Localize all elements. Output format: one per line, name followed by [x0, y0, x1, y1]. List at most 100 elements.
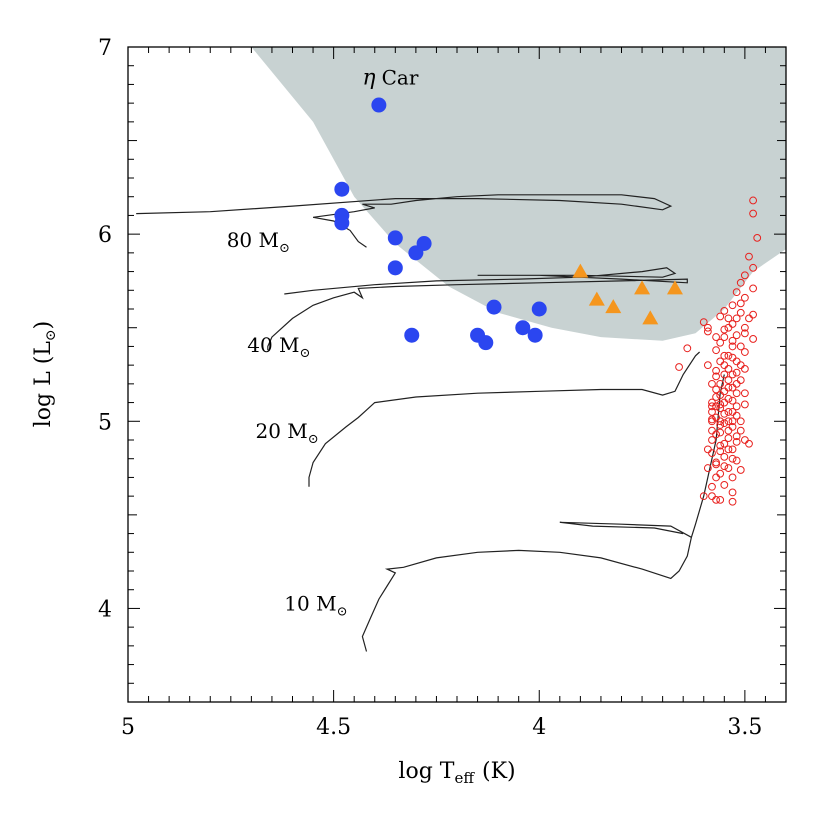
red-open-circle-point — [712, 495, 720, 504]
red-open-circle-point — [724, 434, 733, 443]
red-open-circle-point — [740, 389, 749, 398]
orange-triangle-point — [642, 310, 659, 325]
red-open-circle-point — [728, 473, 737, 482]
red-open-circle-point — [720, 333, 729, 341]
orange-triangle-point — [605, 299, 622, 314]
blue-circle-point — [408, 245, 424, 261]
x-tick-label: 5 — [121, 715, 135, 740]
red-open-circle-point — [703, 361, 712, 370]
x-tick-label: 3.5 — [727, 715, 762, 740]
orange-triangle-point — [572, 263, 589, 278]
red-open-circle-point — [716, 441, 725, 450]
red-open-circle-point — [732, 368, 741, 377]
red-open-circle-point — [740, 348, 749, 356]
red-open-circle-point — [736, 342, 745, 351]
x-tick-label: 4.5 — [316, 715, 351, 740]
red-open-circle-point — [749, 209, 757, 218]
red-open-circle-point — [724, 394, 733, 403]
red-open-circle-point — [708, 408, 716, 416]
track-mass-label: 80 M⊙ — [227, 228, 290, 256]
red-open-circle-point — [732, 357, 741, 366]
red-open-circle-point — [716, 417, 725, 426]
y-tick-label: 5 — [98, 410, 112, 435]
red-open-circle-point — [728, 454, 737, 463]
red-open-circle-point — [716, 421, 725, 429]
red-open-circle-point — [749, 335, 757, 343]
blue-circle-point — [527, 327, 543, 343]
markers-layer — [334, 97, 762, 506]
red-open-circle-point — [749, 310, 757, 319]
track-line — [267, 267, 688, 351]
red-open-circle-point — [703, 464, 712, 472]
red-open-circle-point — [708, 449, 716, 458]
red-open-circle-point — [749, 196, 757, 205]
red-open-circle-point — [736, 299, 745, 308]
red-open-circle-point — [720, 398, 729, 407]
red-open-circle-point — [703, 323, 712, 332]
red-open-circle-point — [728, 497, 737, 506]
blue-circle-point — [334, 215, 350, 231]
red-open-circle-point — [720, 481, 729, 489]
red-open-circle-point — [728, 336, 737, 345]
red-open-circle-point — [716, 312, 725, 321]
red-open-circle-point — [699, 492, 708, 501]
red-open-circle-point — [736, 278, 745, 287]
orange-triangle-point — [634, 280, 651, 295]
red-open-circle-point — [712, 402, 720, 411]
red-open-circle-point — [724, 364, 733, 373]
track-line — [308, 351, 701, 487]
red-open-circle-point — [683, 344, 692, 353]
red-open-circle-point — [728, 353, 737, 362]
red-open-circle-point — [732, 456, 741, 465]
track-line — [361, 374, 725, 652]
y-axis-title: log L (L⊙) — [31, 321, 59, 427]
red-open-circle-point — [720, 409, 729, 418]
labels-layer: 5 4.5 4 3.5 4 5 6 7 80 M⊙ 40 M⊙ 20 M⊙ 10 M⊙ η Car — [98, 36, 762, 740]
red-open-circle-point — [712, 333, 720, 341]
red-open-circle-point — [732, 331, 741, 340]
red-open-circle-point — [740, 293, 749, 302]
red-open-circle-point — [740, 436, 749, 444]
red-open-circle-point — [716, 338, 725, 347]
orange-triangle-point — [588, 291, 605, 306]
red-open-circle-point — [716, 447, 725, 456]
red-open-circle-point — [753, 233, 762, 242]
red-open-circle-point — [745, 252, 753, 261]
red-open-circle-point — [724, 376, 733, 385]
red-open-circle-point — [736, 361, 745, 370]
red-open-circle-point — [720, 419, 729, 428]
red-open-circle-point — [712, 473, 720, 482]
blue-circle-point — [387, 230, 403, 246]
red-open-circle-point — [728, 383, 737, 392]
blue-circle-point — [404, 327, 420, 343]
red-open-circle-point — [708, 482, 716, 491]
blue-circle-point — [371, 97, 387, 113]
red-open-circle-point — [699, 318, 708, 327]
red-open-circle-point — [732, 437, 741, 446]
red-open-circle-point — [720, 361, 729, 370]
red-open-circle-point — [724, 323, 733, 332]
red-open-circle-point — [712, 372, 720, 381]
red-open-circle-point — [708, 436, 716, 444]
red-open-circle-point — [724, 408, 733, 416]
red-open-circle-point — [728, 488, 737, 497]
blue-circle-point — [531, 301, 547, 317]
red-open-circle-point — [736, 376, 745, 385]
red-open-circle-point — [720, 462, 729, 471]
grey-region-layer — [251, 47, 786, 341]
y-tick-label: 4 — [98, 597, 112, 622]
red-open-circle-point — [736, 466, 745, 474]
track-loop-line — [559, 521, 692, 538]
red-open-circle-point — [732, 402, 741, 411]
eta-car-label: η Car — [362, 65, 418, 90]
blue-circle-point — [515, 320, 531, 336]
red-open-circle-point — [712, 385, 720, 394]
red-open-circle-point — [728, 342, 737, 351]
red-open-circle-point — [740, 400, 749, 409]
red-open-circle-point — [720, 306, 729, 315]
red-open-circle-point — [708, 402, 716, 411]
red-open-circle-point — [732, 432, 741, 441]
red-open-circle-point — [708, 492, 716, 501]
